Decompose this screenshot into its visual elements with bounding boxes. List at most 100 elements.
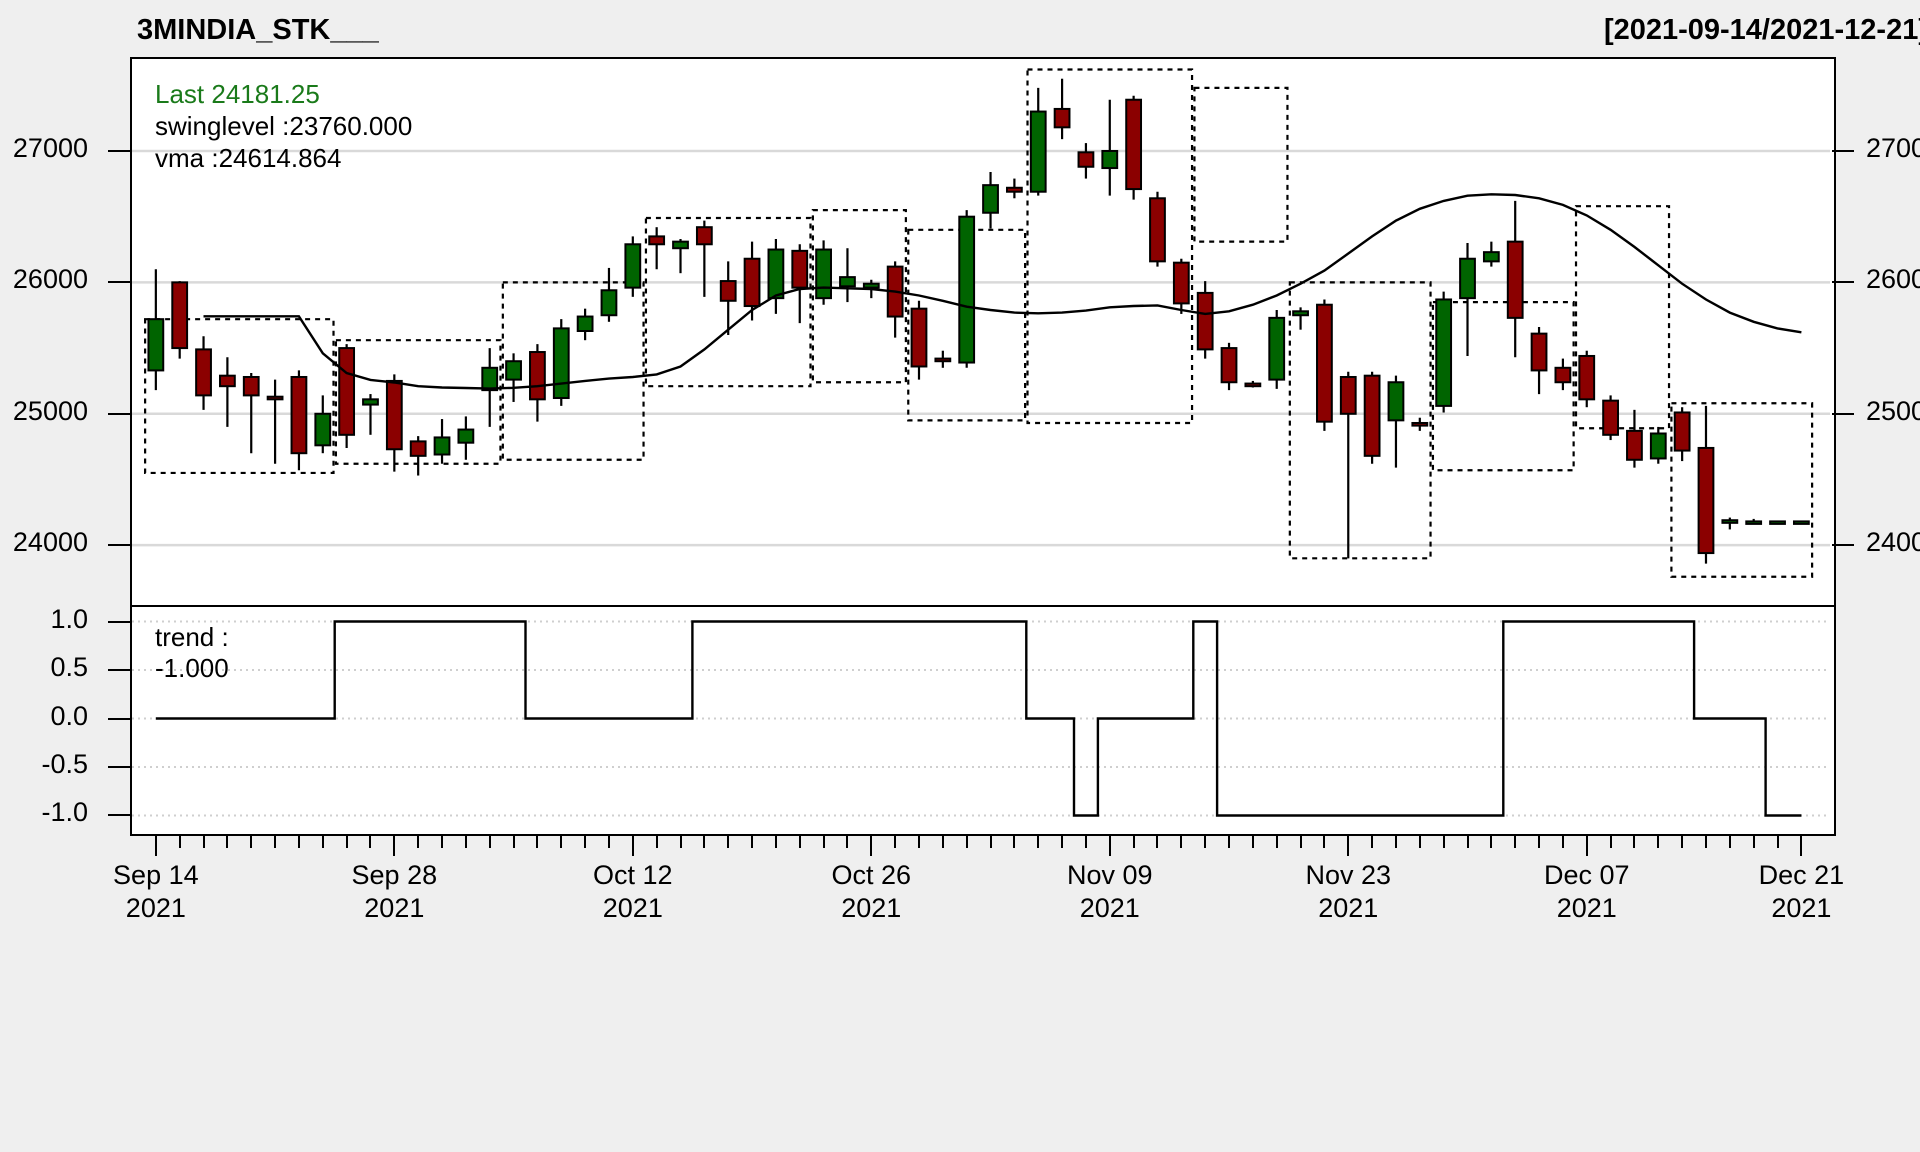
trend-chart-panel[interactable] <box>130 605 1836 836</box>
price-y-label-left-26000: 26000 <box>12 264 88 295</box>
x-axis-label-date: Sep 14 <box>113 860 199 890</box>
x-axis-label-date: Dec 21 <box>1758 860 1845 890</box>
price-y-tick-right-27000 <box>1832 149 1854 152</box>
x-tick-minor-55 <box>1466 834 1469 848</box>
price-chart-svg <box>132 68 1830 578</box>
price-y-tick-left-24000 <box>108 544 130 547</box>
x-tick-minor-62 <box>1633 834 1636 848</box>
x-axis-label-4: Nov 09 2021 <box>1010 859 1210 925</box>
page-title: 3MINDIA_STK___ <box>137 14 379 46</box>
price-y-label-right-24000: 24000 <box>1866 527 1920 558</box>
x-tick-major-60 <box>1585 834 1588 856</box>
x-tick-minor-63 <box>1657 834 1660 848</box>
price-legend: Last 24181.25 swinglevel :23760.000 vma … <box>155 79 412 175</box>
x-tick-minor-61 <box>1609 834 1612 848</box>
x-tick-minor-33 <box>941 834 944 848</box>
x-tick-minor-47 <box>1275 834 1278 848</box>
x-tick-minor-7 <box>321 834 324 848</box>
x-axis-label-year: 2021 <box>1556 892 1617 923</box>
x-axis-label-1: Sep 28 2021 <box>294 859 494 925</box>
x-tick-minor-37 <box>1037 834 1040 848</box>
x-axis-label-year: 2021 <box>1771 892 1832 923</box>
price-y-tick-left-25000 <box>108 412 130 415</box>
x-tick-minor-44 <box>1204 834 1207 848</box>
x-tick-major-40 <box>1108 834 1111 856</box>
legend-last-value: Last 24181.25 <box>155 79 320 109</box>
x-axis-label-year: 2021 <box>1318 892 1379 923</box>
x-tick-minor-14 <box>488 834 491 848</box>
x-tick-minor-31 <box>894 834 897 848</box>
trend-y-label--0.5: -0.5 <box>41 748 88 779</box>
trend-legend-name: trend : <box>155 622 229 652</box>
x-tick-minor-11 <box>417 834 420 848</box>
x-axis-label-6: Dec 07 2021 <box>1487 859 1687 925</box>
x-tick-minor-59 <box>1561 834 1564 848</box>
price-y-label-left-25000: 25000 <box>12 395 88 426</box>
trend-legend-value: -1.000 <box>155 653 229 683</box>
x-tick-minor-26 <box>774 834 777 848</box>
x-tick-minor-23 <box>703 834 706 848</box>
x-axis-label-date: Nov 23 <box>1305 860 1392 890</box>
x-tick-minor-27 <box>798 834 801 848</box>
x-tick-minor-17 <box>560 834 563 848</box>
x-tick-minor-16 <box>536 834 539 848</box>
x-tick-minor-43 <box>1180 834 1183 848</box>
x-tick-minor-5 <box>274 834 277 848</box>
x-axis-label-year: 2021 <box>364 892 425 923</box>
x-tick-major-30 <box>870 834 873 856</box>
x-tick-minor-48 <box>1299 834 1302 848</box>
x-tick-minor-6 <box>297 834 300 848</box>
price-y-label-left-27000: 27000 <box>12 132 88 163</box>
date-range-label: [2021-09-14/2021-12-21] <box>1603 14 1920 46</box>
x-tick-minor-54 <box>1442 834 1445 848</box>
x-tick-minor-52 <box>1394 834 1397 848</box>
trend-y-tick--1.0 <box>108 814 130 817</box>
x-axis-label-year: 2021 <box>841 892 902 923</box>
x-axis-label-0: Sep 14 2021 <box>56 859 256 925</box>
x-tick-minor-46 <box>1251 834 1254 848</box>
trend-y-label-1.0: 1.0 <box>50 603 88 634</box>
x-tick-minor-36 <box>1013 834 1016 848</box>
price-y-label-right-26000: 26000 <box>1866 264 1920 295</box>
x-tick-minor-45 <box>1228 834 1231 848</box>
x-tick-minor-66 <box>1728 834 1731 848</box>
price-y-tick-right-25000 <box>1832 412 1854 415</box>
x-tick-major-69 <box>1800 834 1803 856</box>
x-tick-minor-15 <box>512 834 515 848</box>
trend-chart-svg <box>132 620 1830 817</box>
trend-y-label--1.0: -1.0 <box>41 797 88 828</box>
x-tick-minor-53 <box>1418 834 1421 848</box>
x-tick-minor-58 <box>1538 834 1541 848</box>
price-y-label-left-24000: 24000 <box>12 527 88 558</box>
x-axis-label-date: Oct 12 <box>593 860 673 890</box>
x-tick-minor-25 <box>751 834 754 848</box>
x-tick-minor-9 <box>369 834 372 848</box>
x-tick-minor-12 <box>441 834 444 848</box>
price-y-tick-right-26000 <box>1832 281 1854 284</box>
x-tick-minor-65 <box>1704 834 1707 848</box>
x-tick-minor-39 <box>1084 834 1087 848</box>
x-tick-minor-18 <box>584 834 587 848</box>
x-tick-minor-34 <box>965 834 968 848</box>
x-axis-label-year: 2021 <box>602 892 663 923</box>
x-tick-minor-8 <box>345 834 348 848</box>
trend-y-tick-1.0 <box>108 620 130 623</box>
x-tick-minor-41 <box>1132 834 1135 848</box>
trend-y-tick--0.5 <box>108 765 130 768</box>
x-tick-minor-64 <box>1681 834 1684 848</box>
x-tick-minor-21 <box>655 834 658 848</box>
x-tick-major-10 <box>393 834 396 856</box>
x-tick-minor-57 <box>1514 834 1517 848</box>
x-tick-minor-19 <box>607 834 610 848</box>
legend-swinglevel-value: swinglevel :23760.000 <box>155 111 413 141</box>
x-axis-label-3: Oct 26 2021 <box>771 859 971 925</box>
price-chart-panel[interactable] <box>130 57 1836 607</box>
price-y-label-right-27000: 27000 <box>1866 132 1920 163</box>
x-axis-label-date: Nov 09 <box>1066 860 1153 890</box>
x-tick-minor-24 <box>727 834 730 848</box>
x-axis-label-date: Sep 28 <box>351 860 438 890</box>
x-axis-label-year: 2021 <box>1079 892 1140 923</box>
x-tick-minor-51 <box>1371 834 1374 848</box>
x-axis-label-5: Nov 23 2021 <box>1248 859 1448 925</box>
price-y-tick-left-26000 <box>108 281 130 284</box>
